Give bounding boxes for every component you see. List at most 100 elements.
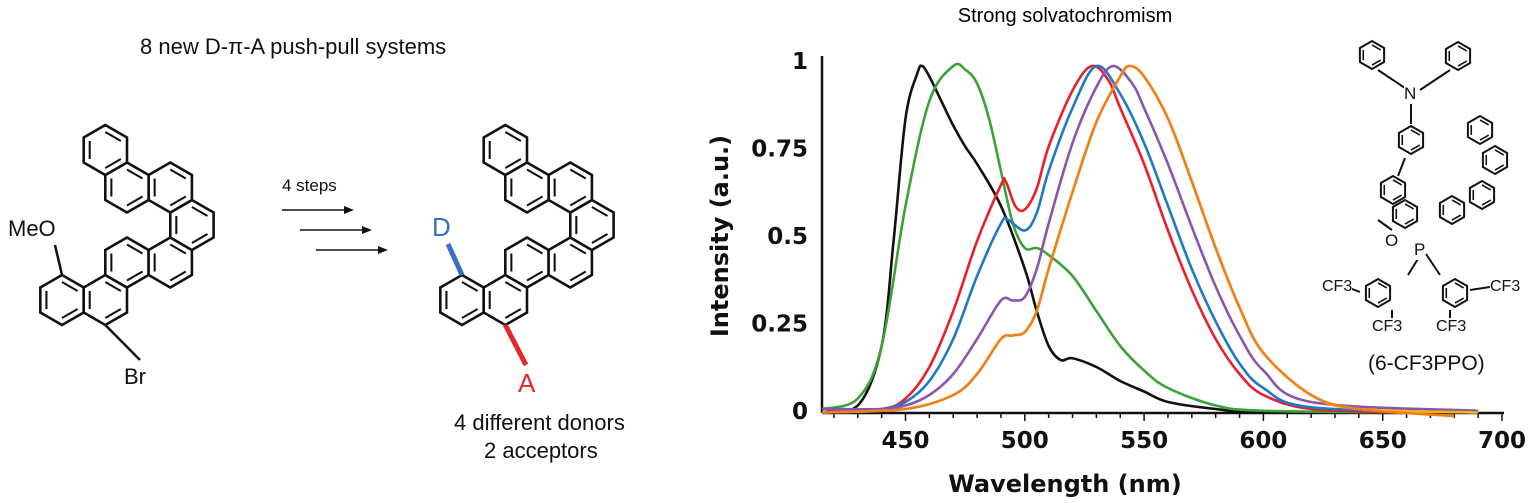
- synthesis-scheme: [38, 123, 615, 367]
- arrow-head-icon: [362, 226, 372, 234]
- double-bond: [1377, 297, 1388, 304]
- double-bond: [1454, 297, 1465, 304]
- double-bond: [1481, 184, 1492, 191]
- double-bond: [526, 243, 544, 255]
- acceptor-label: A: [518, 368, 536, 398]
- double-bond: [126, 270, 144, 282]
- x-tick-label: 550: [1120, 428, 1168, 454]
- meo-bond: [53, 244, 64, 276]
- double-bond: [1481, 199, 1492, 206]
- double-bond: [104, 281, 122, 292]
- double-bond: [1494, 149, 1505, 156]
- atom-n: N: [1404, 84, 1417, 104]
- acceptor-bond: [503, 323, 529, 367]
- x-tick-label: 650: [1359, 428, 1407, 454]
- y-tick-label: 0.25: [751, 312, 808, 338]
- caption-donors: 4 different donors: [454, 410, 625, 435]
- spectrum-line-5: [821, 64, 1479, 413]
- double-bond: [169, 243, 187, 255]
- double-bond: [1454, 282, 1465, 289]
- double-bond: [504, 308, 522, 319]
- atom-o: O: [1385, 231, 1399, 251]
- y-tick-label: 0.5: [767, 224, 808, 250]
- double-bond: [104, 131, 122, 142]
- y-tick-label: 1: [792, 49, 808, 75]
- double-bond: [1479, 119, 1490, 126]
- x-tick-label: 700: [1478, 428, 1526, 454]
- cf3-label: CF3: [1436, 318, 1467, 336]
- double-bond: [1451, 199, 1462, 206]
- double-bond: [591, 206, 609, 217]
- double-bond: [1392, 194, 1403, 201]
- double-bond: [61, 308, 79, 319]
- scheme-heading: 8 new D-π-A push-pull systems: [140, 34, 447, 59]
- double-bond: [569, 195, 587, 207]
- cf3-label: CF3: [1322, 278, 1353, 296]
- double-bond: [526, 168, 544, 180]
- spectrum-line-7: [821, 64, 1455, 418]
- double-bond: [591, 233, 609, 244]
- double-bond: [504, 158, 522, 169]
- double-bond: [1479, 134, 1490, 141]
- double-bond: [169, 168, 187, 180]
- double-bond: [1457, 60, 1468, 67]
- donor-label: D: [432, 212, 451, 242]
- double-bond: [504, 131, 522, 142]
- double-bond: [1377, 282, 1388, 289]
- x-axis-label: Wavelength (nm): [948, 470, 1181, 498]
- y-axis-label: Intensity (a.u.): [706, 135, 734, 337]
- double-bond: [569, 270, 587, 282]
- double-bond: [104, 158, 122, 169]
- arrow-label: 4 steps: [282, 176, 337, 195]
- arrow-head-icon: [378, 246, 388, 254]
- double-bond: [1392, 179, 1403, 186]
- double-bond: [461, 308, 479, 319]
- compound-bond: [1397, 157, 1406, 177]
- double-bond: [191, 206, 209, 217]
- double-bond: [569, 168, 587, 180]
- double-bond: [1410, 129, 1421, 136]
- double-bond: [526, 195, 544, 207]
- double-bond: [126, 243, 144, 255]
- double-bond: [1371, 44, 1382, 51]
- spectrum-line-2: [821, 62, 1407, 414]
- double-bond: [61, 281, 79, 292]
- chart-title: Strong solvatochromism: [958, 5, 1173, 27]
- compound-bond: [1377, 219, 1393, 231]
- y-tick-label: 0.75: [751, 137, 808, 163]
- spectrum-line-4: [821, 64, 1479, 414]
- compound-bond: [1419, 69, 1451, 91]
- compound-bond: [1469, 286, 1491, 291]
- atom-p: P: [1414, 240, 1426, 260]
- compound-bond: [1377, 69, 1409, 91]
- double-bond: [169, 195, 187, 207]
- spectrum-line-3: [821, 64, 1407, 414]
- substituent-meo: MeO: [8, 216, 56, 241]
- y-tick-label: 0: [792, 399, 808, 425]
- br-bond: [104, 324, 141, 361]
- compound-bond: [1425, 253, 1441, 276]
- compound-name: (6-CF3PPO): [1368, 352, 1485, 375]
- cf3-label: CF3: [1490, 278, 1521, 296]
- double-bond: [1410, 144, 1421, 151]
- double-bond: [1371, 59, 1382, 66]
- double-bond: [1451, 214, 1462, 221]
- double-bond: [569, 243, 587, 255]
- double-bond: [191, 233, 209, 244]
- double-bond: [126, 168, 144, 180]
- double-bond: [461, 281, 479, 292]
- cf3-label: CF3: [1372, 318, 1403, 336]
- x-tick-label: 500: [1001, 428, 1049, 454]
- spectrum-line-1: [821, 64, 1407, 415]
- x-tick-label: 600: [1239, 428, 1287, 454]
- double-bond: [504, 281, 522, 292]
- double-bond: [1457, 45, 1468, 52]
- double-bond: [104, 308, 122, 319]
- x-tick-label: 450: [882, 428, 930, 454]
- double-bond: [126, 195, 144, 207]
- substituent-br: Br: [124, 364, 146, 389]
- double-bond: [169, 270, 187, 282]
